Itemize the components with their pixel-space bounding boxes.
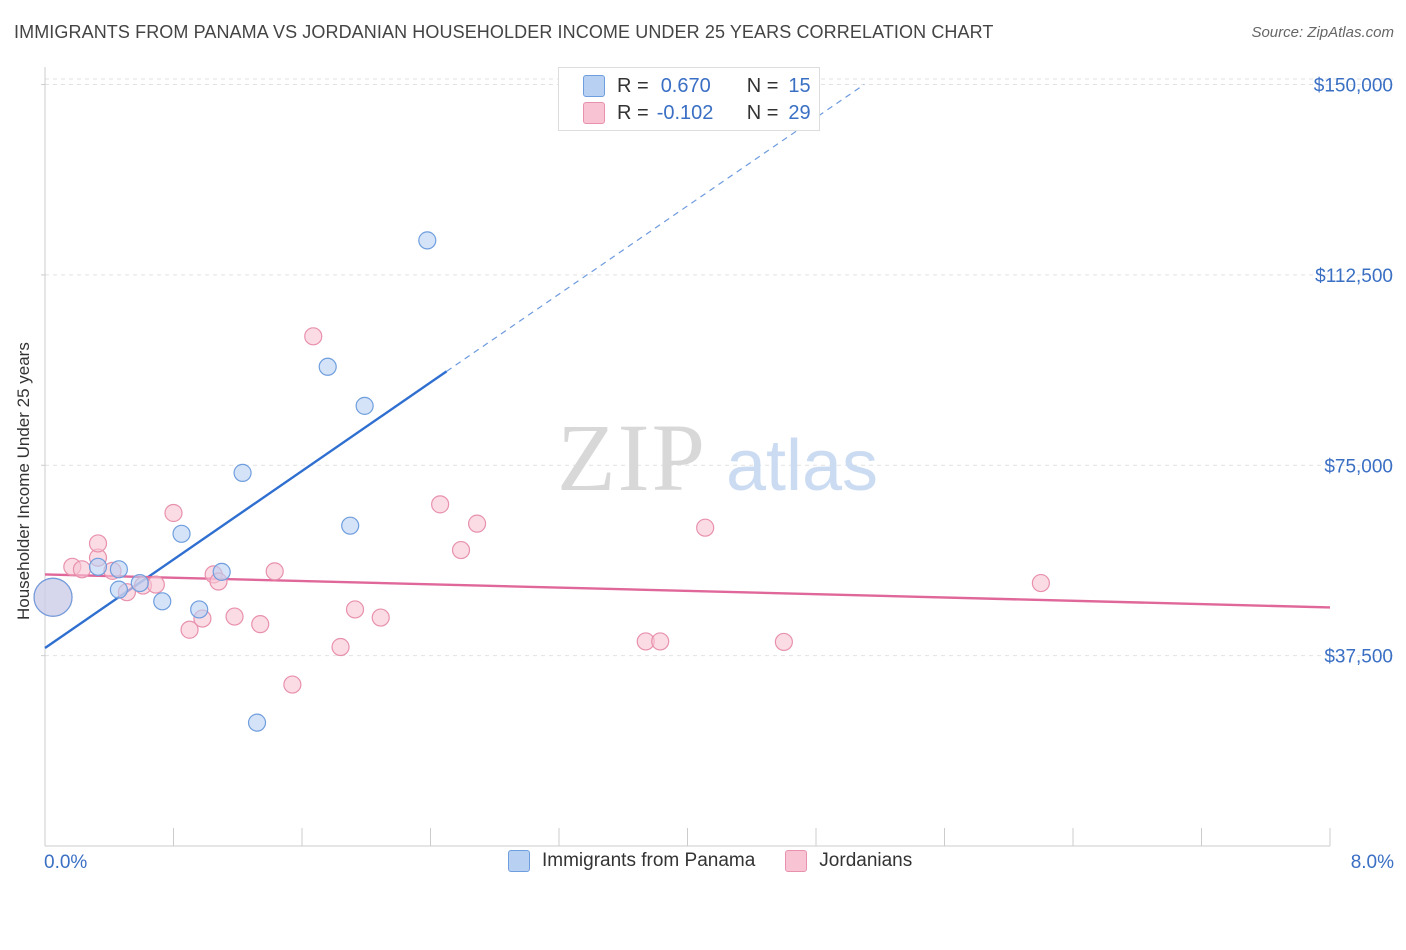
legend-swatch-jordanians (583, 102, 605, 124)
n-value: 29 (788, 101, 811, 124)
y-tick-label: $112,500 (1315, 266, 1393, 287)
point-immigrants-from-panama (190, 600, 209, 619)
r-value: 0.670 (660, 74, 711, 97)
point-immigrants-from-panama (233, 463, 252, 482)
point-jordanians (265, 562, 284, 581)
trend-extension-immigrants-from-panama (446, 84, 865, 372)
point-immigrants-from-panama (33, 577, 73, 617)
point-immigrants-from-panama (247, 713, 267, 732)
legend-swatch-panama (508, 850, 530, 872)
watermark-zip: ZIP (557, 404, 707, 511)
point-immigrants-from-panama (153, 592, 172, 611)
point-jordanians (283, 675, 302, 694)
point-immigrants-from-panama (418, 231, 437, 250)
legend-item-jordanians: Jordanians (785, 850, 912, 872)
point-jordanians (304, 327, 323, 346)
point-immigrants-from-panama (355, 396, 374, 415)
r-label: R = (617, 74, 649, 97)
point-immigrants-from-panama (212, 562, 231, 581)
point-jordanians (371, 608, 390, 627)
series-legend: Immigrants from Panama Jordanians (508, 850, 942, 872)
legend-row-panama: R = 0.670 N = 15 (583, 73, 811, 99)
point-jordanians (164, 503, 183, 523)
axes (41, 67, 1331, 847)
correlation-legend: R = 0.670 N = 15 R = -0.102 N = 29 (558, 67, 820, 131)
chart-title: IMMIGRANTS FROM PANAMA VS JORDANIAN HOUS… (14, 22, 994, 42)
legend-label-panama: Immigrants from Panama (542, 850, 756, 871)
x-axis-min-label: 0.0% (44, 852, 88, 873)
x-axis-max-label: 8.0% (1350, 852, 1394, 873)
scatter-chart: ZIP atlas $37,500 $75,000 $112,500 $150,000 (33, 67, 1395, 847)
legend-swatch-jordanians (785, 850, 808, 872)
n-label: N = (746, 101, 779, 124)
y-tick-label: $37,500 (1324, 647, 1393, 668)
watermark: ZIP atlas (557, 404, 878, 511)
point-immigrants-from-panama (318, 357, 337, 376)
point-jordanians (180, 620, 199, 639)
r-label: R = (617, 101, 649, 124)
point-immigrants-from-panama (341, 516, 360, 535)
point-jordanians (774, 632, 793, 652)
point-jordanians (345, 600, 365, 619)
point-immigrants-from-panama (172, 524, 191, 543)
legend-row-jordanians: R = -0.102 N = 29 (583, 100, 811, 126)
watermark-atlas: atlas (726, 426, 878, 506)
point-jordanians (1031, 573, 1050, 593)
legend-label-jordanians: Jordanians (819, 850, 913, 871)
y-axis-label-wrap: Householder Income Under 25 years (14, 342, 38, 950)
trend-line-jordanians (44, 573, 1331, 609)
point-immigrants-from-panama (88, 557, 108, 576)
point-immigrants-from-panama (130, 573, 149, 593)
legend-swatch-panama (583, 75, 605, 97)
point-jordanians (88, 534, 108, 553)
point-jordanians (431, 495, 450, 514)
point-jordanians (146, 575, 165, 594)
trend-line-immigrants-from-panama (44, 370, 448, 650)
y-tick-label: $75,000 (1324, 456, 1393, 477)
source-label: Source: ZipAtlas.com (1251, 24, 1394, 41)
point-jordanians (225, 607, 244, 626)
n-label: N = (746, 74, 779, 97)
legend-item-panama: Immigrants from Panama (508, 850, 755, 872)
point-immigrants-from-panama (109, 560, 128, 579)
point-immigrants-from-panama (109, 580, 128, 599)
y-tick-label: $150,000 (1314, 76, 1393, 97)
point-jordanians (72, 560, 92, 579)
data-points (33, 231, 1050, 732)
gridlines (45, 78, 1395, 657)
point-jordanians (251, 615, 270, 634)
n-value: 15 (788, 74, 811, 97)
point-jordanians (451, 540, 471, 560)
r-value: -0.102 (656, 101, 714, 124)
point-jordanians (651, 632, 670, 651)
point-jordanians (467, 514, 487, 533)
y-tick-labels: $37,500 $75,000 $112,500 $150,000 (1314, 76, 1393, 668)
y-axis-label: Householder Income Under 25 years (14, 342, 33, 620)
point-jordanians (331, 637, 350, 657)
trend-lines (44, 84, 1331, 650)
point-jordanians (696, 518, 715, 537)
